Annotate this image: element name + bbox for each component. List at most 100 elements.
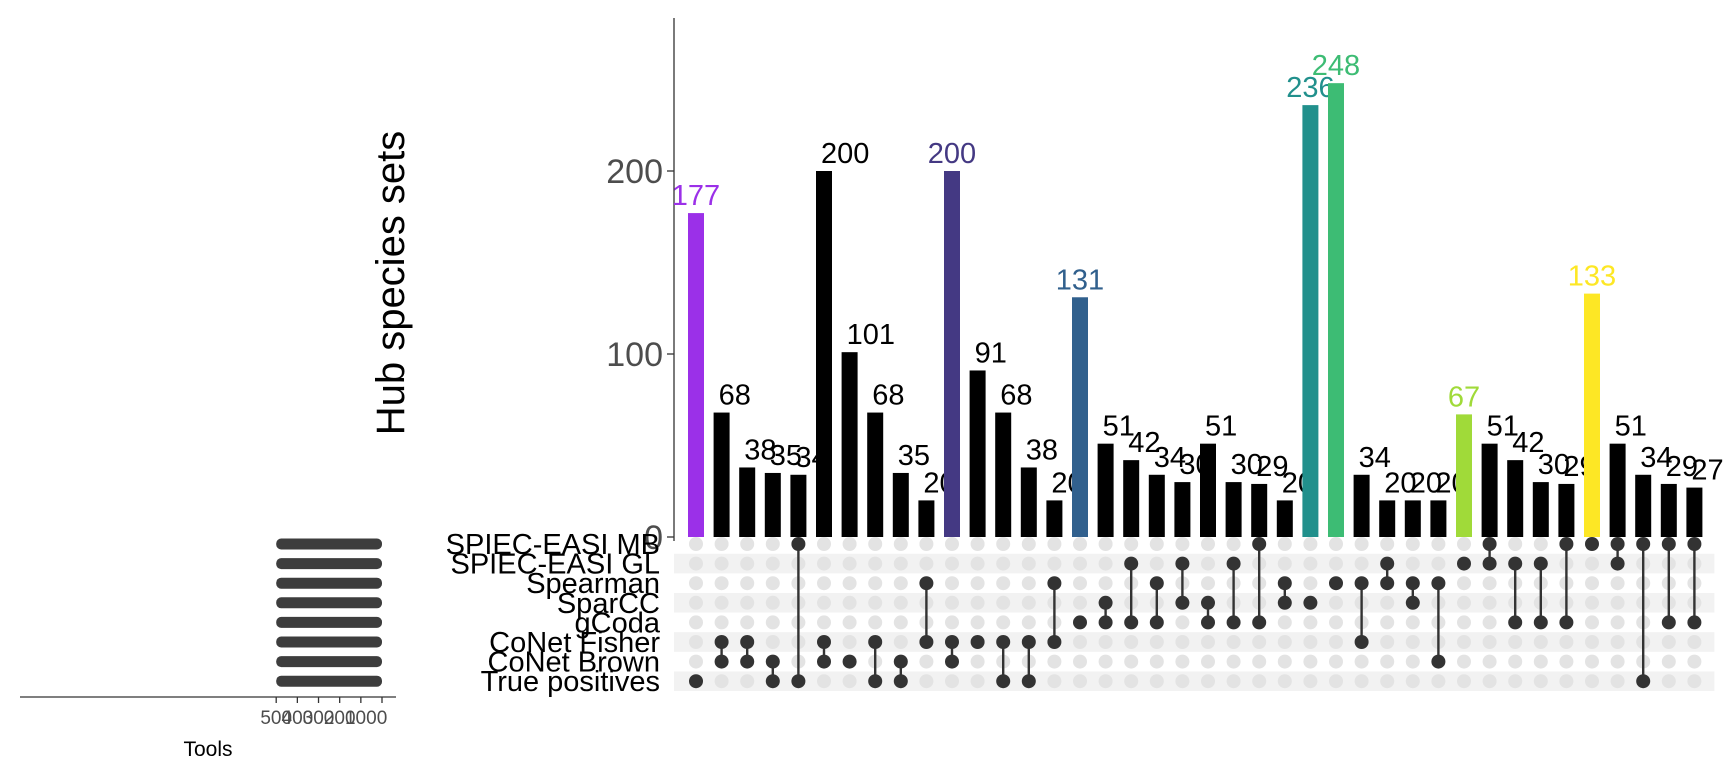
- matrix-dot-empty: [1380, 654, 1395, 669]
- matrix-dot-empty: [1457, 576, 1471, 591]
- matrix-dot-empty: [1661, 635, 1676, 649]
- intersection-bar: [1404, 500, 1421, 537]
- matrix-dot-empty: [1380, 674, 1395, 689]
- intersection-bar: [918, 500, 935, 537]
- matrix-dot-filled: [714, 654, 729, 669]
- y-tick-label: 0: [644, 519, 663, 557]
- matrix-dot-filled: [893, 674, 908, 689]
- bar-value-label: 29: [1256, 451, 1288, 483]
- matrix-dot-empty: [945, 576, 959, 591]
- matrix-dot-filled: [1175, 556, 1190, 571]
- matrix-dot-empty: [1431, 556, 1446, 571]
- matrix-dot-empty: [1329, 537, 1343, 551]
- matrix-dot-empty: [1277, 635, 1292, 649]
- bar-value-label: 34: [1640, 442, 1672, 474]
- matrix-dot-empty: [1687, 635, 1702, 649]
- intersection-bar: [995, 412, 1012, 537]
- matrix-dot-empty: [1303, 615, 1318, 630]
- matrix-dot-empty: [1610, 576, 1625, 591]
- intersection-bar: [1251, 483, 1268, 537]
- matrix-dot-empty: [1457, 615, 1471, 630]
- bar-value-label: 68: [719, 380, 751, 412]
- matrix-dot-empty: [1277, 615, 1292, 630]
- matrix-dot-empty: [1405, 556, 1420, 571]
- intersection-bar: [1686, 487, 1703, 537]
- set-name-label: SPIEC-EASI MB: [446, 529, 660, 561]
- matrix-dot-filled: [893, 654, 908, 669]
- matrix-dot-filled: [765, 674, 780, 689]
- intersection-bar: [1379, 500, 1396, 537]
- matrix-dot-empty: [1482, 576, 1497, 591]
- matrix-dot-empty: [689, 595, 703, 610]
- matrix-dot-empty: [945, 595, 959, 610]
- matrix-dot-empty: [689, 615, 703, 630]
- bar-value-label: 91: [975, 337, 1007, 369]
- matrix-dot-empty: [765, 635, 780, 649]
- matrix-dot-empty: [970, 576, 985, 591]
- set-size-bar: [276, 577, 382, 589]
- bar-value-label: 133: [1568, 261, 1616, 293]
- matrix-dot-empty: [1098, 556, 1113, 571]
- y-axis-title: Hub species sets: [369, 131, 413, 436]
- intersection-bar: [688, 213, 704, 537]
- matrix-dot-empty: [1098, 576, 1113, 591]
- matrix-dot-empty: [1482, 635, 1497, 649]
- matrix-dot-empty: [970, 615, 985, 630]
- matrix-dot-filled: [1226, 615, 1241, 630]
- set-name-label: CoNet Brown: [488, 647, 660, 679]
- matrix-dot-empty: [1277, 537, 1292, 551]
- matrix-dot-empty: [1354, 674, 1369, 689]
- matrix-dot-empty: [1277, 654, 1292, 669]
- intersection-bar: [1302, 105, 1319, 538]
- matrix-dot-empty: [1329, 595, 1343, 610]
- intersection-bar: [1072, 297, 1088, 537]
- matrix-dot-empty: [1149, 556, 1164, 571]
- intersection-bar: [1276, 500, 1293, 537]
- bar-value-label: 27: [1691, 455, 1723, 487]
- matrix-dot-empty: [714, 537, 729, 551]
- bar-value-label: 35: [898, 440, 930, 472]
- matrix-dot-empty: [689, 537, 703, 551]
- matrix-dot-empty: [1457, 537, 1471, 551]
- matrix-dot-filled: [1047, 576, 1062, 591]
- matrix-dot-empty: [1021, 537, 1036, 551]
- matrix-dot-filled: [1559, 615, 1574, 630]
- matrix-dot-filled: [1124, 615, 1139, 630]
- matrix-dot-filled: [996, 674, 1011, 689]
- bar-value-label: 34: [1359, 442, 1391, 474]
- matrix-dot-empty: [1073, 654, 1087, 669]
- matrix-dot-empty: [1175, 537, 1190, 551]
- set-name-label: Spearman: [526, 568, 660, 600]
- intersection-bar: [892, 472, 909, 537]
- matrix-dot-empty: [1508, 654, 1523, 669]
- intersection-bar: [1635, 474, 1652, 537]
- matrix-dot-empty: [1201, 635, 1215, 649]
- bar-value-label: 30: [1538, 449, 1570, 481]
- matrix-dot-filled: [996, 635, 1011, 649]
- matrix-dot-filled: [1559, 537, 1574, 551]
- matrix-row-stripe: [674, 593, 1715, 613]
- matrix-dot-filled: [1405, 595, 1420, 610]
- matrix-dot-empty: [996, 595, 1011, 610]
- set-size-tick-label: 200: [324, 708, 356, 729]
- matrix-dot-empty: [1277, 674, 1292, 689]
- matrix-dot-empty: [1098, 654, 1113, 669]
- intersection-bar: [790, 474, 807, 537]
- matrix-dot-filled: [1277, 595, 1292, 610]
- matrix-dot-empty: [817, 674, 831, 689]
- intersection-bar: [841, 352, 858, 537]
- matrix-dot-empty: [893, 537, 908, 551]
- matrix-dot-filled: [1380, 576, 1395, 591]
- bar-value-label: 29: [1666, 451, 1698, 483]
- matrix-dot-empty: [842, 556, 857, 571]
- matrix-dot-empty: [893, 556, 908, 571]
- matrix-dot-filled: [765, 654, 780, 669]
- intersection-bar: [1584, 293, 1600, 537]
- matrix-dot-filled: [1201, 595, 1215, 610]
- bar-value-label: 131: [1056, 264, 1104, 296]
- matrix-dot-empty: [1047, 537, 1062, 551]
- matrix-dot-filled: [1585, 537, 1599, 551]
- bar-value-label: 38: [744, 434, 776, 466]
- matrix-dot-empty: [1149, 537, 1164, 551]
